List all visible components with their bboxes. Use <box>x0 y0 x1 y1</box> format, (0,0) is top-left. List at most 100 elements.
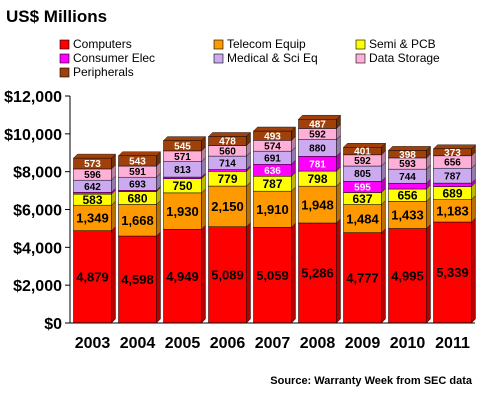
data-label-telecom-equip-2009: 1,484 <box>346 211 379 226</box>
bar-top-2008 <box>298 115 341 120</box>
chart-source: Source: Warranty Week from SEC data <box>270 375 473 387</box>
data-label-medical-sci-eq-2005: 813 <box>174 165 191 176</box>
data-label-semi-pcb-2004: 680 <box>127 191 147 205</box>
x-tick-label-2004: 2004 <box>120 335 156 352</box>
data-label-telecom-equip-2007: 1,910 <box>256 202 289 217</box>
bar-segment-computers-2010-side <box>426 224 431 324</box>
data-label-telecom-equip-2003: 1,349 <box>76 211 109 226</box>
data-label-consumer-elec-2007: 636 <box>264 166 281 177</box>
bar-segment-telecom-equip-2007-side <box>291 186 296 228</box>
data-label-semi-pcb-2003: 583 <box>82 193 102 207</box>
data-label-computers-2008: 5,286 <box>301 266 334 281</box>
data-label-peripherals-2009: 401 <box>354 147 371 158</box>
data-label-semi-pcb-2010: 656 <box>397 189 417 203</box>
data-label-peripherals-2010: 398 <box>399 150 416 161</box>
data-label-peripherals-2004: 543 <box>129 156 146 167</box>
y-tick-label: $0 <box>44 316 62 333</box>
bar-segment-telecom-equip-2009 <box>343 204 382 233</box>
legend-swatch <box>213 39 224 50</box>
bar-segment-telecom-equip-2006-side <box>246 181 251 228</box>
legend-label: Computers <box>73 37 132 51</box>
bar-top-2010 <box>388 146 431 151</box>
data-label-data-storage-2006: 560 <box>219 146 236 157</box>
data-label-data-storage-2008: 592 <box>309 130 326 141</box>
data-label-telecom-equip-2008: 1,948 <box>301 197 334 212</box>
bar-top-2006 <box>208 132 251 137</box>
data-label-computers-2010: 4,995 <box>391 268 424 283</box>
data-label-data-storage-2004: 591 <box>129 167 146 178</box>
data-label-semi-pcb-2009: 637 <box>352 192 372 206</box>
y-tick-label: $10,000 <box>4 127 62 144</box>
x-tick-label-2006: 2006 <box>210 335 246 352</box>
bar-top-2009 <box>343 143 386 148</box>
legend-item-medical-sci-eq: Medical & Sci Eq <box>213 51 318 65</box>
bar-segment-computers-2003-side <box>111 226 116 324</box>
bar-segment-telecom-equip-2003 <box>73 204 112 231</box>
data-label-telecom-equip-2005: 1,930 <box>166 204 199 219</box>
data-label-peripherals-2007: 493 <box>264 131 281 142</box>
legend-item-consumer-elec: Consumer Elec <box>59 51 155 65</box>
y-tick-label: $6,000 <box>13 203 62 220</box>
data-label-data-storage-2007: 574 <box>264 141 281 152</box>
bar-segment-computers-2009-side <box>381 228 386 324</box>
bar-segment-telecom-equip-2009-side <box>381 200 386 234</box>
bar-segment-consumer-elec-2010 <box>388 182 427 190</box>
data-label-telecom-equip-2010: 1,433 <box>391 208 424 223</box>
data-label-computers-2004: 4,598 <box>121 272 154 287</box>
bar-top-2007 <box>253 126 296 132</box>
legend-swatch <box>59 39 70 50</box>
legend-label: Telecom Equip <box>227 37 306 51</box>
data-label-medical-sci-eq-2007: 691 <box>264 153 281 164</box>
data-label-data-storage-2009: 592 <box>354 156 371 167</box>
bar-segment-computers-2005-side <box>201 224 206 324</box>
data-label-data-storage-2010: 593 <box>399 159 416 170</box>
data-label-peripherals-2011: 373 <box>444 148 461 159</box>
data-label-semi-pcb-2008: 798 <box>307 172 327 186</box>
data-label-computers-2007: 5,059 <box>256 268 289 283</box>
y-tick-label: $2,000 <box>13 278 62 295</box>
data-label-medical-sci-eq-2003: 642 <box>84 182 101 193</box>
legend-label: Data Storage <box>369 51 440 65</box>
legend-label: Semi & PCB <box>369 37 436 51</box>
legend-swatch <box>355 53 366 64</box>
bar-top-2003 <box>73 153 116 159</box>
bar-segment-telecom-equip-2005 <box>163 192 202 230</box>
y-tick-label: $12,000 <box>4 89 62 106</box>
bar-segment-computers-2011 <box>433 221 472 324</box>
legend-swatch <box>213 53 224 64</box>
chart-title: US$ Millions <box>6 7 107 26</box>
bar-segment-computers-2006 <box>208 226 247 324</box>
bar-segment-telecom-equip-2003-side <box>111 200 116 232</box>
bar-segment-consumer-elec-2006 <box>208 169 247 172</box>
data-label-consumer-elec-2009: 595 <box>354 182 371 193</box>
x-tick-label-2007: 2007 <box>255 335 291 352</box>
bar-segment-computers-2007-side <box>291 222 296 324</box>
legend: Computers Telecom Equip Semi & PCB Consumer… <box>59 37 440 79</box>
legend-label: Medical & Sci Eq <box>227 51 318 65</box>
legend-item-peripherals: Peripherals <box>59 65 134 79</box>
bar-segment-computers-2008-side <box>336 218 341 324</box>
legend-item-computers: Computers <box>59 37 132 51</box>
legend-swatch <box>355 39 366 50</box>
y-tick-label: $4,000 <box>13 240 62 257</box>
plot-area: 4,8791,3495836425965734,5981,66868069359… <box>73 114 476 324</box>
bar-segment-telecom-equip-2010-side <box>426 196 431 229</box>
bar-segment-computers-2011-side <box>471 217 476 324</box>
x-tick-label-2005: 2005 <box>165 335 201 352</box>
data-label-telecom-equip-2011: 1,183 <box>436 203 469 218</box>
legend-swatch <box>59 67 70 78</box>
bar-top-2004 <box>118 151 161 156</box>
data-label-peripherals-2006: 478 <box>219 137 236 148</box>
bar-segment-telecom-equip-2008-side <box>336 181 341 224</box>
x-tick-label-2008: 2008 <box>300 335 336 352</box>
data-label-telecom-equip-2006: 2,150 <box>211 199 244 214</box>
